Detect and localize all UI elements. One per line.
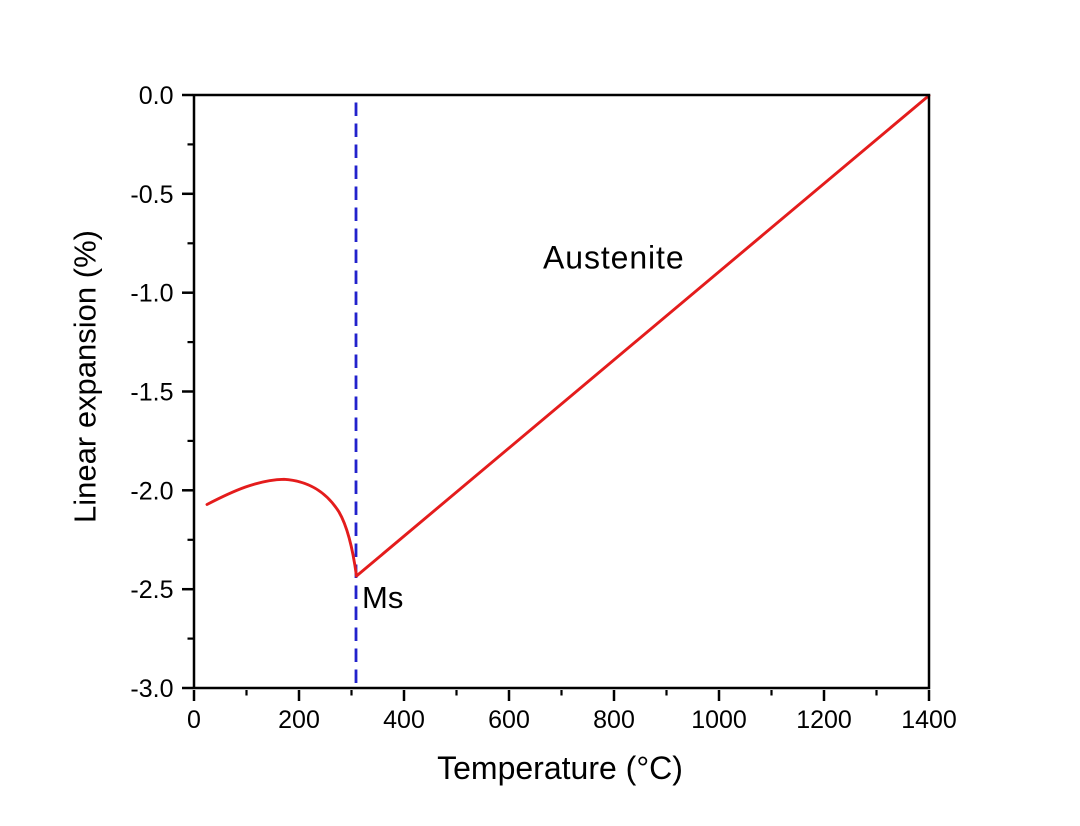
svg-text:600: 600: [488, 706, 530, 734]
svg-text:-1.5: -1.5: [130, 379, 173, 407]
svg-text:1200: 1200: [796, 706, 852, 734]
svg-text:-3.0: -3.0: [130, 675, 173, 703]
svg-text:800: 800: [593, 706, 635, 734]
svg-text:1400: 1400: [901, 706, 957, 734]
svg-text:-1.0: -1.0: [130, 280, 173, 308]
svg-text:-2.0: -2.0: [130, 477, 173, 505]
svg-text:-0.5: -0.5: [130, 181, 173, 209]
svg-text:Temperature (°C): Temperature (°C): [437, 750, 683, 786]
svg-text:0: 0: [187, 706, 201, 734]
svg-text:-2.5: -2.5: [130, 576, 173, 604]
svg-text:Linear expansion (%): Linear expansion (%): [68, 230, 103, 523]
svg-text:200: 200: [278, 706, 320, 734]
svg-text:1000: 1000: [691, 706, 747, 734]
svg-text:400: 400: [383, 706, 425, 734]
svg-text:Austenite: Austenite: [543, 240, 685, 276]
svg-text:0.0: 0.0: [139, 82, 174, 110]
svg-text:Ms: Ms: [362, 580, 403, 615]
